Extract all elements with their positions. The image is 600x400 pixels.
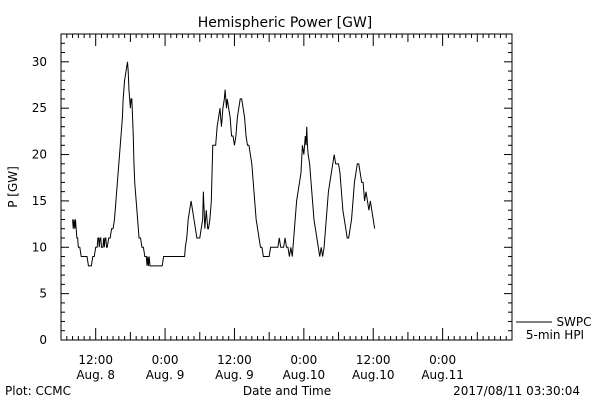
x-tick-label-date: Aug. 9 — [146, 368, 185, 382]
x-tick-label-date: Aug.10 — [283, 368, 326, 382]
x-tick-label-date: Aug. 9 — [215, 368, 254, 382]
x-tick-label-date: Aug. 8 — [76, 368, 115, 382]
legend-label-swpc: SWPC — [556, 315, 591, 329]
y-tick-label: 20 — [32, 148, 47, 162]
x-tick-label-time: 12:00 — [356, 353, 391, 367]
hpi-series-line-2 — [293, 126, 376, 257]
x-axis-label: Date and Time — [243, 384, 331, 398]
footer-timestamp: 2017/08/11 03:30:04 — [453, 384, 580, 398]
series-layer — [72, 61, 376, 267]
x-tick-label-time: 0:00 — [290, 353, 317, 367]
y-tick-label: 10 — [32, 240, 47, 254]
x-tick-label-time: 0:00 — [429, 353, 456, 367]
x-tick-label-time: 12:00 — [78, 353, 113, 367]
legend: SWPC 5-min HPI — [516, 315, 592, 342]
y-axis-label: P [GW] — [6, 166, 20, 208]
y-tick-label: 25 — [32, 101, 47, 115]
x-tick-label-date: Aug.11 — [421, 368, 464, 382]
legend-label-5min-hpi: 5-min HPI — [526, 328, 584, 342]
x-tick-label-time: 0:00 — [152, 353, 179, 367]
y-tick-label: 5 — [39, 287, 47, 301]
chart-title: Hemispheric Power [GW] — [198, 15, 373, 31]
y-axis: 0 5 10 15 20 25 30 — [32, 33, 512, 347]
x-tick-label-date: Aug.10 — [352, 368, 395, 382]
hpi-series-line-1 — [72, 61, 295, 267]
footer-plot-credit: Plot: CCMC — [5, 384, 71, 398]
y-tick-label: 0 — [39, 333, 47, 347]
y-tick-label: 15 — [32, 194, 47, 208]
x-tick-label-time: 12:00 — [217, 353, 252, 367]
y-tick-label: 30 — [32, 55, 47, 69]
